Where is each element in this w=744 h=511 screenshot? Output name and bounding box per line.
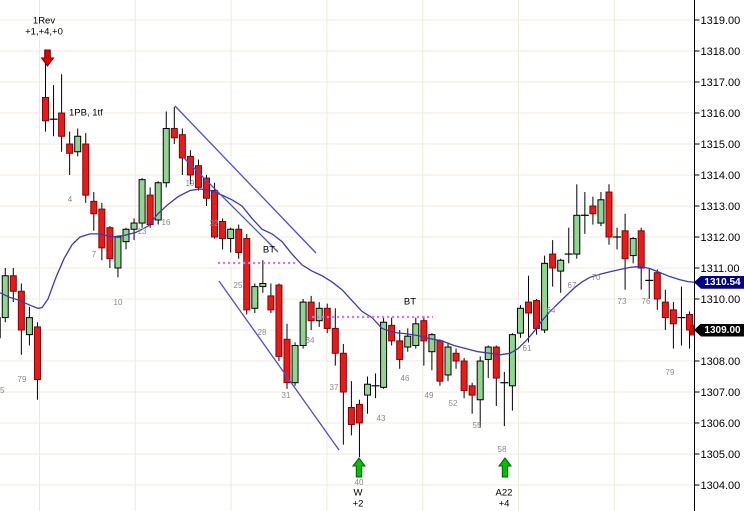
svg-text:10: 10 xyxy=(114,298,123,307)
annotation-a22-label: A22 xyxy=(495,487,513,499)
svg-text:1308.00: 1308.00 xyxy=(701,356,741,368)
red-down-arrow-icon xyxy=(40,49,55,67)
svg-text:28: 28 xyxy=(258,328,267,337)
price-tag-moving-average: 1310.54 xyxy=(694,275,744,289)
last-price-axis-marker xyxy=(690,324,694,336)
svg-text:1316.00: 1316.00 xyxy=(701,108,741,120)
svg-text:1315.00: 1315.00 xyxy=(701,139,741,151)
svg-text:52: 52 xyxy=(449,399,458,408)
svg-text:7: 7 xyxy=(92,250,97,259)
svg-text:22: 22 xyxy=(210,219,219,228)
bar-number-labels: 75 79 4 7 10 13 16 19 22 25 28 31 34 37 40 43 46 49 52 55 58… xyxy=(0,179,675,487)
svg-text:31: 31 xyxy=(282,391,291,400)
annotation-bt2-label: BT xyxy=(403,296,417,308)
svg-text:34: 34 xyxy=(306,336,315,345)
moving-average-line xyxy=(0,188,695,356)
svg-text:46: 46 xyxy=(401,374,410,383)
svg-text:13: 13 xyxy=(138,227,147,236)
annotation-1rev-label: 1Rev xyxy=(32,15,56,27)
svg-text:37: 37 xyxy=(330,383,339,392)
svg-text:1310.00: 1310.00 xyxy=(701,294,741,306)
svg-text:58: 58 xyxy=(498,445,507,454)
svg-text:1314.00: 1314.00 xyxy=(701,170,741,182)
annotation-w-value: +2 xyxy=(352,498,364,510)
green-up-arrow-icon xyxy=(498,457,512,478)
annotation-a22-value: +4 xyxy=(498,498,510,510)
svg-text:75: 75 xyxy=(0,386,5,395)
annotation-w-label: W xyxy=(353,487,363,499)
candles xyxy=(0,63,693,458)
svg-text:1306.00: 1306.00 xyxy=(701,418,741,430)
grid-lines xyxy=(0,0,695,511)
svg-text:16: 16 xyxy=(162,218,171,227)
trend-lines xyxy=(174,105,340,451)
svg-text:1307.00: 1307.00 xyxy=(701,387,741,399)
svg-text:4: 4 xyxy=(68,195,73,204)
svg-text:1318.00: 1318.00 xyxy=(701,46,741,58)
svg-text:79: 79 xyxy=(666,368,675,377)
svg-text:61: 61 xyxy=(523,344,532,353)
svg-text:1311.00: 1311.00 xyxy=(701,263,740,275)
svg-text:1312.00: 1312.00 xyxy=(701,232,741,244)
svg-text:1319.00: 1319.00 xyxy=(701,15,741,27)
signal-arrows xyxy=(40,49,512,478)
svg-text:43: 43 xyxy=(377,414,386,423)
svg-text:19: 19 xyxy=(186,179,195,188)
price-tag-last-price: 1309.00 xyxy=(694,323,744,337)
svg-text:79: 79 xyxy=(18,375,27,384)
svg-text:1304.00: 1304.00 xyxy=(701,480,741,492)
backtest-dotted-lines xyxy=(218,261,433,319)
svg-text:70: 70 xyxy=(592,273,601,282)
green-up-arrow-icon xyxy=(352,457,366,478)
svg-text:76: 76 xyxy=(642,297,651,306)
svg-text:67: 67 xyxy=(568,281,577,290)
svg-text:1305.00: 1305.00 xyxy=(701,449,741,461)
price-axis[interactable]: 1319.00 1318.00 1317.00 1316.00 1315.00 1314.… xyxy=(690,0,744,511)
svg-text:1313.00: 1313.00 xyxy=(701,201,741,213)
svg-text:55: 55 xyxy=(473,421,482,430)
annotation-bt1-label: BT xyxy=(262,244,276,256)
svg-text:49: 49 xyxy=(425,391,434,400)
svg-text:1317.00: 1317.00 xyxy=(701,77,741,89)
svg-text:25: 25 xyxy=(234,281,243,290)
svg-text:73: 73 xyxy=(618,297,627,306)
annotation-1rev-values: +1,+4,+0 xyxy=(25,26,63,38)
annotation-1pb-label: 1PB, 1tf xyxy=(69,107,103,119)
svg-text:64: 64 xyxy=(547,306,556,315)
svg-text:40: 40 xyxy=(355,478,364,487)
